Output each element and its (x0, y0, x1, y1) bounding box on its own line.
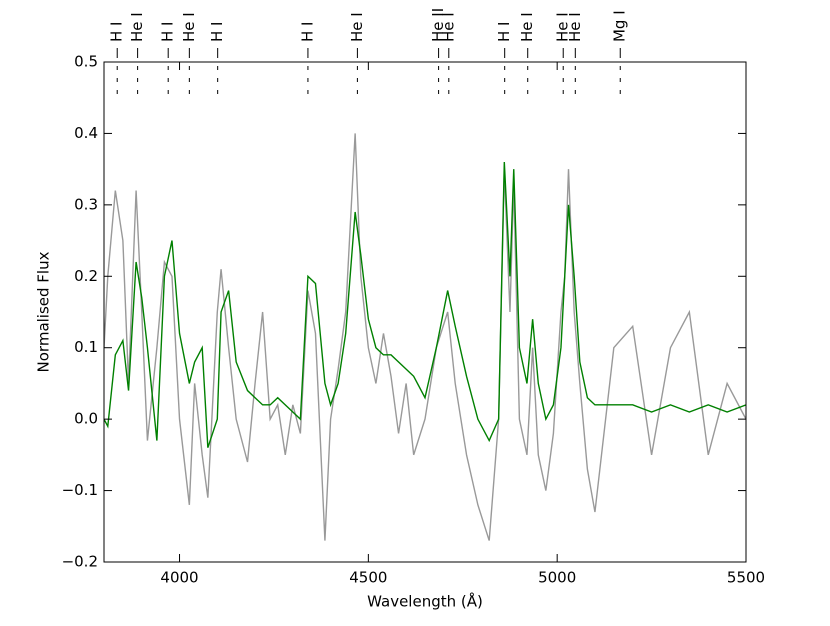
line-id-label: Mg I (611, 10, 629, 42)
line-id-label: He II (429, 8, 447, 42)
line-id-label: He I (180, 12, 198, 42)
x-tick-label: 4000 (160, 569, 198, 587)
y-tick-label: 0.0 (74, 410, 98, 428)
line-id-label: He I (439, 12, 457, 42)
x-tick-label: 5000 (538, 569, 576, 587)
y-tick-label: −0.2 (62, 553, 98, 571)
x-tick-label: 5500 (727, 569, 765, 587)
plot-frame (103, 61, 747, 563)
line-id-label: H I (495, 22, 513, 42)
line-id-label: He I (554, 12, 572, 42)
x-tick-label: 4500 (349, 569, 387, 587)
line-id-label: He I (566, 12, 584, 42)
spectrum-line (104, 133, 746, 541)
x-axis-label: Wavelength (Å) (367, 592, 483, 611)
spectrum-line (104, 161, 746, 448)
y-tick-label: 0.1 (74, 338, 98, 356)
line-id-label: H I (159, 22, 177, 42)
line-id-label: H I (298, 22, 316, 42)
line-id-label: He I (518, 12, 536, 42)
line-id-label: He I (128, 12, 146, 42)
y-tick-label: −0.1 (62, 481, 98, 499)
y-tick-label: 0.3 (74, 195, 98, 213)
y-tick-label: 0.5 (74, 53, 98, 71)
line-id-label: He I (348, 12, 366, 42)
line-id-label: H I (108, 22, 126, 42)
line-id-label: H I (208, 22, 226, 42)
y-axis-label: Normalised Flux (35, 251, 53, 372)
y-tick-label: 0.4 (74, 124, 98, 142)
y-tick-label: 0.2 (74, 267, 98, 285)
